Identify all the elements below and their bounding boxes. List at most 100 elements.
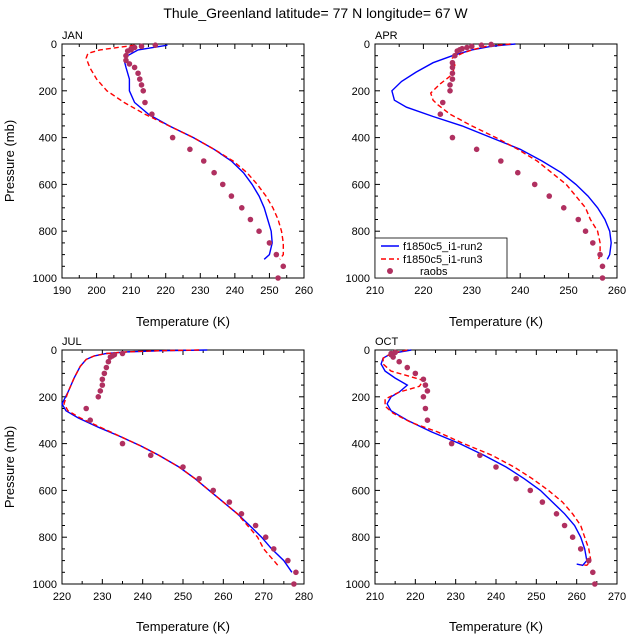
x-tick-label: 230 bbox=[446, 591, 464, 603]
raobs-point bbox=[247, 216, 254, 223]
x-tick-label: 240 bbox=[511, 285, 529, 297]
y-tick-label: 200 bbox=[352, 86, 370, 98]
raobs-point bbox=[599, 263, 606, 270]
raobs-point bbox=[138, 43, 145, 50]
x-tick-label: 230 bbox=[191, 285, 209, 297]
series-layer bbox=[61, 349, 299, 587]
legend-label-run2: f1850c5_i1-run2 bbox=[403, 241, 483, 253]
y-tick-label: 600 bbox=[352, 179, 370, 191]
x-tick-label: 260 bbox=[295, 285, 313, 297]
x-axis: 220 230 240 250 260 270 280 bbox=[53, 350, 313, 603]
x-tick-label: 240 bbox=[133, 591, 151, 603]
raobs-point bbox=[546, 193, 553, 199]
raobs-point bbox=[449, 134, 456, 141]
raobs-point bbox=[420, 394, 427, 400]
x-tick-label: 210 bbox=[366, 285, 384, 297]
y-tick-label: 0 bbox=[51, 345, 57, 357]
raobs-point bbox=[590, 240, 596, 246]
raobs-point bbox=[478, 42, 485, 48]
raobs-point bbox=[228, 193, 235, 199]
y-tick-label: 400 bbox=[352, 133, 370, 145]
raobs-point bbox=[597, 251, 603, 258]
x-axis-label: Temperature (K) bbox=[136, 619, 230, 634]
x-axis: 210 220 230 240 250 260 bbox=[366, 44, 626, 297]
y-axis: 0 200 400 600 800 1000 bbox=[346, 345, 617, 591]
y-axis-label: Pressure (mb) bbox=[2, 120, 17, 202]
raobs-point bbox=[531, 181, 538, 188]
raobs-point bbox=[87, 417, 94, 424]
raobs-point bbox=[196, 475, 202, 482]
raobs-point bbox=[210, 487, 217, 494]
raobs-point bbox=[437, 111, 444, 117]
legend: f1850c5_i1-run2 f1850c5_i1-run3 raobs bbox=[374, 237, 508, 279]
y-tick-label: 200 bbox=[39, 86, 57, 98]
raobs-point bbox=[447, 82, 453, 88]
raobs-point bbox=[238, 205, 245, 211]
raobs-point bbox=[119, 350, 126, 357]
raobs-point bbox=[238, 511, 245, 517]
x-tick-label: 220 bbox=[406, 591, 424, 603]
raobs-point bbox=[473, 146, 480, 153]
raobs-point bbox=[464, 44, 470, 51]
raobs-point bbox=[412, 370, 419, 377]
x-tick-label: 250 bbox=[174, 591, 192, 603]
legend-swatch-raobs bbox=[387, 268, 393, 274]
legend-label-run3: f1850c5_i1-run3 bbox=[403, 254, 483, 266]
x-tick-label: 230 bbox=[463, 285, 481, 297]
x-tick-label: 240 bbox=[226, 285, 244, 297]
y-tick-label: 400 bbox=[39, 133, 57, 145]
series-line-f1850c5-i1-run2 bbox=[380, 349, 588, 567]
x-tick-label: 240 bbox=[487, 591, 505, 603]
raobs-point bbox=[424, 388, 431, 394]
raobs-point bbox=[99, 382, 106, 388]
raobs-point bbox=[590, 569, 596, 576]
x-tick-label: 260 bbox=[567, 591, 585, 603]
raobs-point bbox=[83, 405, 89, 412]
raobs-point bbox=[135, 70, 141, 77]
raobs-point bbox=[582, 228, 589, 234]
raobs-point bbox=[140, 88, 147, 94]
x-tick-label: 210 bbox=[122, 285, 140, 297]
x-tick-label: 210 bbox=[366, 591, 384, 603]
x-axis-label: Temperature (K) bbox=[449, 619, 543, 634]
raobs-point bbox=[449, 76, 456, 82]
series-line-f1850c5-i1-run3 bbox=[429, 43, 601, 260]
y-axis: 0 200 400 600 800 1000 bbox=[33, 345, 304, 591]
x-tick-label: 220 bbox=[414, 285, 432, 297]
raobs-point bbox=[105, 358, 112, 365]
raobs-point bbox=[293, 569, 299, 576]
raobs-point bbox=[149, 111, 155, 117]
y-axis-label: Pressure (mb) bbox=[2, 426, 17, 508]
x-tick-label: 260 bbox=[214, 591, 232, 603]
raobs-point bbox=[575, 216, 582, 223]
raobs-point bbox=[126, 61, 133, 67]
raobs-point bbox=[99, 376, 106, 383]
y-tick-label: 200 bbox=[352, 392, 370, 404]
y-tick-label: 0 bbox=[51, 39, 57, 51]
raobs-point bbox=[262, 534, 269, 540]
y-tick-label: 800 bbox=[39, 226, 57, 238]
raobs-point bbox=[136, 76, 143, 82]
x-tick-label: 220 bbox=[157, 285, 175, 297]
series-line-f1850c5-i1-run2 bbox=[123, 44, 273, 260]
y-tick-label: 800 bbox=[352, 226, 370, 238]
x-tick-label: 250 bbox=[559, 285, 577, 297]
raobs-point bbox=[103, 364, 110, 371]
raobs-point bbox=[498, 158, 504, 164]
raobs-point bbox=[404, 364, 411, 371]
x-tick-label: 280 bbox=[295, 591, 313, 603]
y-tick-label: 1000 bbox=[346, 579, 370, 591]
raobs-point bbox=[561, 522, 568, 529]
y-tick-label: 1000 bbox=[346, 273, 370, 285]
x-tick-label: 190 bbox=[53, 285, 71, 297]
y-tick-label: 0 bbox=[364, 345, 370, 357]
raobs-point bbox=[124, 48, 131, 54]
raobs-point bbox=[585, 557, 592, 564]
panel-title: APR bbox=[375, 30, 398, 42]
series-layer bbox=[85, 42, 287, 281]
raobs-point bbox=[219, 181, 226, 188]
raobs-point bbox=[275, 275, 281, 281]
raobs-point bbox=[266, 240, 273, 246]
raobs-point bbox=[252, 522, 259, 529]
